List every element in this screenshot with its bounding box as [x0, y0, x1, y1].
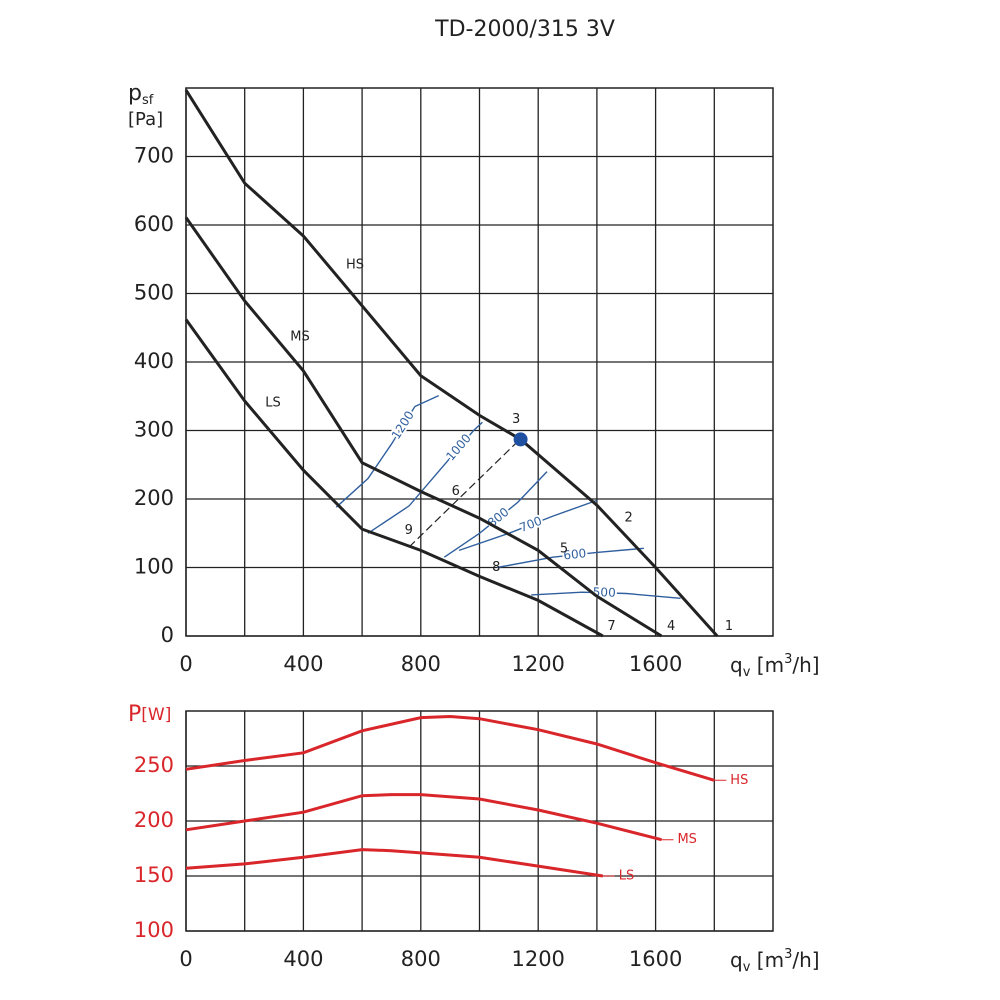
x-tick-label: 1600 — [629, 947, 682, 971]
fan-curve — [184, 318, 604, 638]
y-axis-label: psf — [128, 81, 154, 108]
y-tick-label: 250 — [134, 753, 174, 777]
x-label-main: q — [730, 653, 743, 677]
system-curve-label: 1200 — [389, 408, 417, 441]
y-tick-label: 100 — [134, 555, 174, 579]
x-label-end: /h] — [792, 653, 819, 677]
y-tick-label: 600 — [134, 212, 174, 236]
x-tick-label: 0 — [179, 652, 192, 676]
x-tick-label: 400 — [283, 652, 323, 676]
x-tick-label: 800 — [401, 652, 441, 676]
system-curve — [531, 591, 681, 599]
chart-title: TD-2000/315 3V — [434, 17, 615, 42]
point-label: 5 — [560, 542, 568, 557]
y-axis-unit: [Pa] — [128, 109, 163, 130]
y-tick-label: 150 — [134, 863, 174, 887]
system-curve — [443, 471, 548, 558]
fan-curve — [185, 793, 662, 842]
system-curve — [496, 547, 644, 569]
x-label-sub: v — [743, 665, 751, 680]
x-tick-label: 400 — [283, 947, 323, 971]
y-tick-label: 200 — [134, 808, 174, 832]
x-label-unit: [m — [750, 653, 784, 677]
y-tick-label: 0 — [161, 623, 174, 647]
plot-frame — [185, 87, 774, 637]
point-label: 4 — [667, 619, 675, 634]
point-label: 2 — [624, 511, 632, 526]
plot-frame — [185, 710, 774, 932]
x-tick-label: 1600 — [629, 652, 682, 676]
point-label: 9 — [405, 523, 413, 538]
dashed-line — [408, 438, 522, 548]
x-tick-label: 0 — [179, 947, 192, 971]
x-label-sup: 3 — [784, 652, 792, 667]
y-tick-label: 200 — [134, 486, 174, 510]
fan-curve — [185, 714, 715, 782]
system-curve — [458, 499, 598, 552]
x-label-sup: 3 — [784, 947, 792, 962]
y-tick-label: 700 — [134, 144, 174, 168]
x-axis-label: qv [m3/h] — [730, 652, 820, 680]
y-label-main: p — [128, 81, 142, 106]
system-curve-label: 700 — [517, 514, 543, 535]
fan-curve — [184, 89, 719, 638]
fan-curve — [185, 848, 604, 878]
system-curve — [367, 421, 483, 534]
x-label-unit: [m — [750, 948, 784, 972]
curve-label: MS — [290, 330, 309, 345]
system-curve — [335, 394, 439, 508]
operating-point — [513, 432, 528, 447]
curve-label: HS — [346, 258, 364, 273]
curve-label: LS — [619, 869, 635, 884]
y-label-main: P — [128, 702, 141, 727]
point-label: 6 — [452, 484, 460, 499]
point-label: 3 — [512, 412, 520, 427]
y-tick-label: 300 — [134, 418, 174, 442]
x-label-end: /h] — [792, 948, 819, 972]
x-label-main: q — [730, 948, 743, 972]
y-tick-label: 500 — [134, 281, 174, 305]
x-tick-label: 1200 — [511, 652, 564, 676]
x-axis-label: qv [m3/h] — [730, 947, 820, 975]
y-axis-label: P[W] — [128, 702, 171, 727]
y-label-sub: sf — [142, 93, 154, 108]
point-label: 7 — [607, 619, 615, 634]
y-tick-label: 100 — [134, 918, 174, 942]
curve-label: MS — [677, 832, 696, 847]
x-label-sub: v — [743, 960, 751, 975]
x-tick-label: 800 — [401, 947, 441, 971]
y-tick-label: 400 — [134, 349, 174, 373]
y-label-unit: [W] — [141, 705, 171, 725]
fan-curve — [184, 216, 663, 638]
system-curve-label: 600 — [563, 546, 587, 562]
point-label: 8 — [492, 560, 500, 575]
x-tick-label: 1200 — [511, 947, 564, 971]
curve-label: HS — [730, 773, 748, 788]
point-label: 1 — [725, 619, 733, 634]
curve-label: LS — [265, 396, 281, 411]
